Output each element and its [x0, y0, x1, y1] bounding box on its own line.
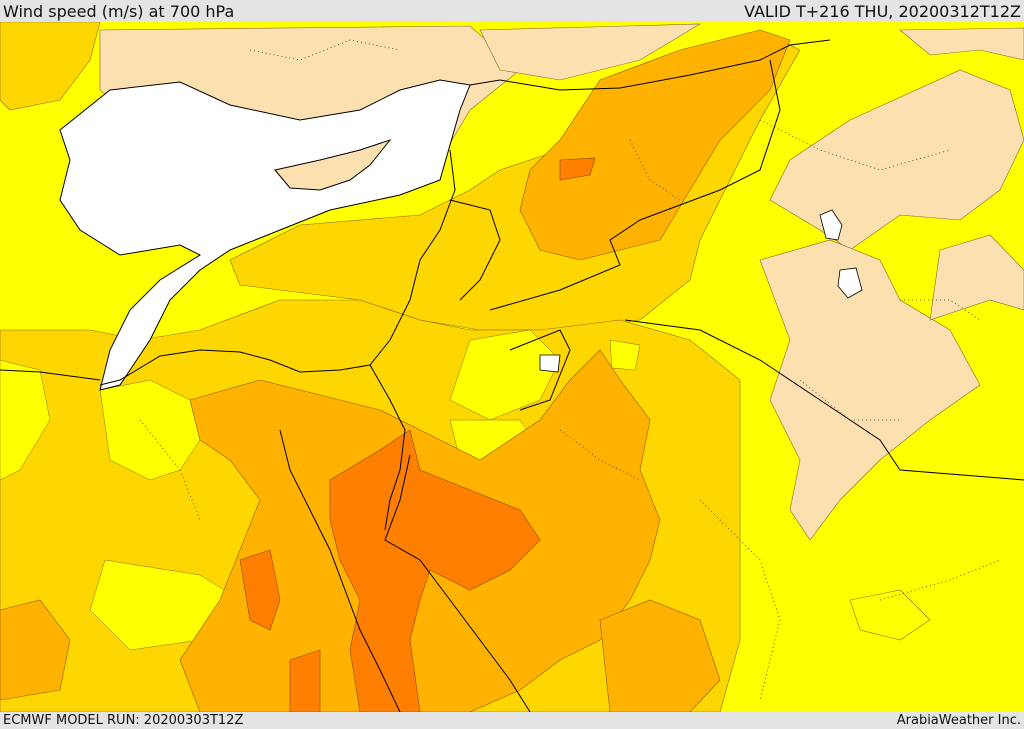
map-header: Wind speed (m/s) at 700 hPa VALID T+216 … [0, 0, 1024, 22]
lakes [539, 209, 863, 373]
credit: ArabiaWeather Inc. [896, 713, 1021, 728]
strongest-wind-regions [239, 157, 596, 712]
wind-speed-map [0, 22, 1024, 712]
internal-borders [139, 39, 1001, 701]
map-footer: ECMWF MODEL RUN: 20200303T12Z ArabiaWeat… [0, 712, 1024, 729]
borders-and-coastlines [0, 39, 1024, 712]
valid-time: VALID T+216 THU, 20200312T12Z [744, 1, 1021, 21]
cyprus-island [274, 138, 392, 191]
model-run: ECMWF MODEL RUN: 20200303T12Z [3, 713, 244, 728]
map-title: Wind speed (m/s) at 700 hPa [3, 1, 235, 21]
